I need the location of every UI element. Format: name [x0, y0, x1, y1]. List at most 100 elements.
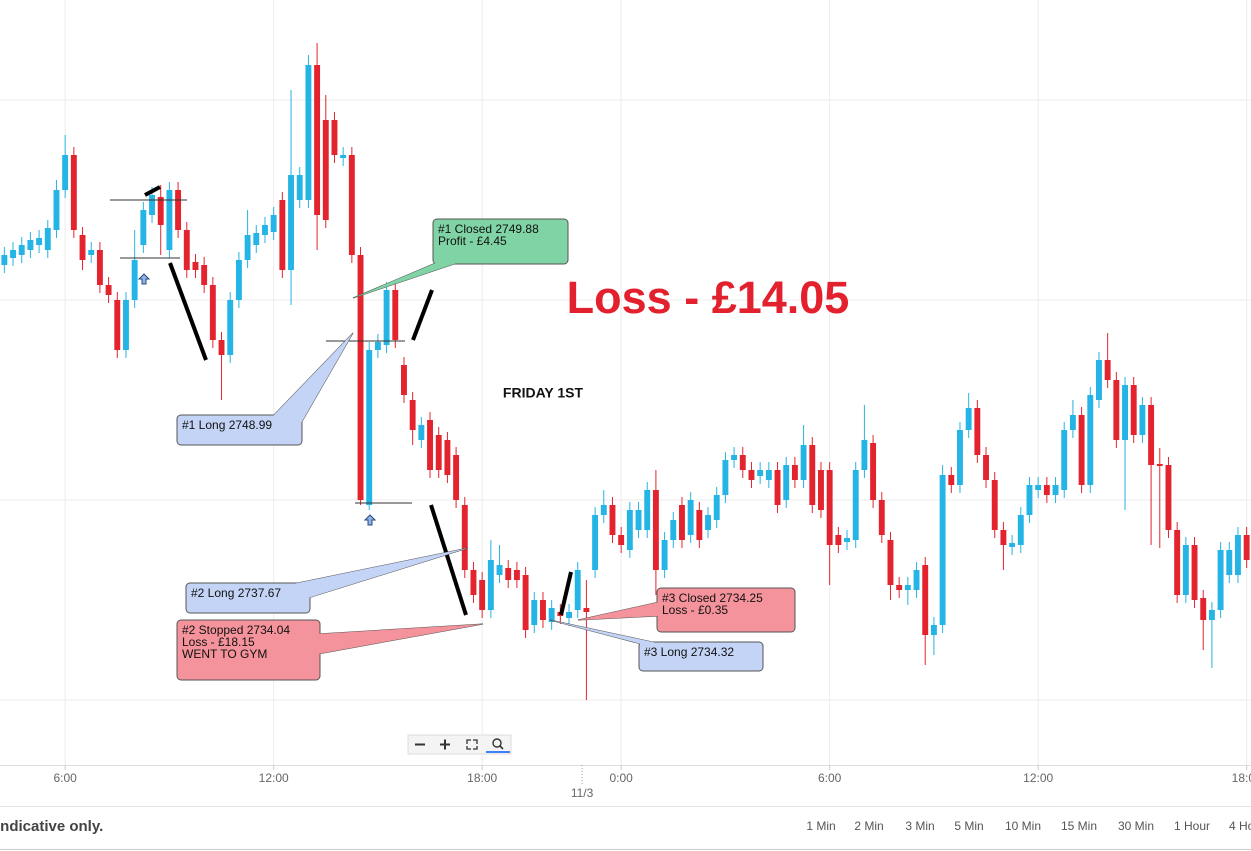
- zoom-in-button[interactable]: [434, 737, 456, 752]
- timeframe-button[interactable]: 10 Min: [1005, 819, 1041, 833]
- button-bg[interactable]: [486, 737, 510, 752]
- candle-body: [540, 600, 546, 620]
- candle-body: [1122, 385, 1128, 440]
- candle-body: [922, 565, 929, 635]
- candle-body: [44, 228, 51, 250]
- timeframe-button[interactable]: 1 Min: [806, 819, 835, 833]
- candle-body: [296, 175, 303, 200]
- candle-body: [783, 465, 790, 500]
- candle-body: [348, 155, 355, 255]
- date-label: 11/3: [571, 786, 594, 800]
- candle-body: [670, 520, 677, 540]
- candle-body: [765, 470, 772, 480]
- timeframe-button[interactable]: 30 Min: [1118, 819, 1154, 833]
- candle-body: [1165, 465, 1172, 530]
- candle-body: [131, 260, 138, 300]
- candle-body: [800, 445, 807, 480]
- candle-body: [748, 470, 755, 480]
- candle-body: [574, 570, 581, 610]
- candle-body: [1130, 385, 1137, 435]
- x-tick-label: 0:00: [609, 771, 633, 785]
- callout-text: #3 Closed 2734.25: [662, 591, 763, 605]
- candle-body: [314, 65, 321, 215]
- candle-body: [939, 475, 946, 625]
- candle-body: [279, 200, 286, 270]
- callout: #3 Long 2734.32: [549, 619, 764, 672]
- candle-body: [1104, 360, 1111, 380]
- candle-body: [201, 265, 208, 285]
- candle-body: [505, 568, 512, 580]
- candle-body: [401, 365, 407, 395]
- candle-body: [183, 230, 190, 270]
- candle-body: [1226, 550, 1233, 575]
- candle-body: [427, 420, 433, 470]
- candle-body: [705, 515, 711, 530]
- timeframe-button[interactable]: 1 Hour: [1174, 819, 1210, 833]
- candle-body: [1191, 545, 1198, 600]
- candle-body: [36, 238, 43, 245]
- candle-body: [870, 443, 877, 500]
- timeframe-button[interactable]: 4 Hour: [1229, 819, 1251, 833]
- callout-text: #1 Long 2748.99: [182, 418, 272, 432]
- candle-body: [227, 300, 234, 355]
- candle-body: [1052, 485, 1059, 495]
- candle-body: [10, 250, 16, 258]
- callout-pointer-fill: [288, 548, 468, 598]
- candle-body: [322, 120, 329, 220]
- zoom-reset-button[interactable]: [486, 737, 510, 753]
- candle-body: [531, 600, 538, 625]
- candle-body: [548, 608, 555, 622]
- candle-body: [687, 500, 694, 535]
- buy-arrow: [137, 273, 151, 285]
- candle-body: [79, 235, 86, 260]
- callout-text: Profit - £4.45: [438, 234, 507, 248]
- candle-body: [1069, 415, 1076, 430]
- candle-body: [496, 565, 503, 575]
- candle-body: [1139, 405, 1146, 435]
- x-axis: 6:00 12:00 18:00 0:00 6:00 12:00 18:00 11/3: [53, 765, 1251, 800]
- candle-body: [461, 505, 468, 570]
- trend-stroke: [411, 289, 434, 341]
- candle-body: [1000, 530, 1007, 545]
- candle-body: [1200, 598, 1207, 620]
- candle-body: [244, 235, 251, 260]
- x-tick-label: 6:00: [818, 771, 842, 785]
- candle-body: [479, 580, 486, 610]
- candle-body: [253, 233, 260, 245]
- callout-text: WENT TO GYM: [182, 647, 267, 661]
- button-bg[interactable]: [460, 737, 482, 752]
- timeframe-button[interactable]: 15 Min: [1061, 819, 1097, 833]
- drawings: [110, 185, 573, 616]
- candle-body: [105, 285, 112, 295]
- grid: [0, 0, 1251, 765]
- candle-body: [1078, 415, 1085, 485]
- candle-body: [974, 408, 981, 455]
- candle-body: [444, 440, 451, 475]
- candle-body: [383, 290, 390, 345]
- fullscreen-button[interactable]: [460, 737, 482, 752]
- candle-body: [739, 455, 746, 470]
- callout: #2 Long 2737.67: [185, 547, 469, 614]
- candle-body: [270, 215, 277, 232]
- candle-body: [965, 408, 972, 430]
- timeframe-button[interactable]: 2 Min: [854, 819, 883, 833]
- candle-body: [904, 585, 911, 590]
- candle-body: [1061, 430, 1068, 490]
- candle-body: [1148, 405, 1155, 465]
- timeframe-button[interactable]: 5 Min: [954, 819, 983, 833]
- candle-body: [635, 510, 642, 530]
- zoom-out-button[interactable]: [410, 737, 432, 752]
- candle-body: [600, 505, 607, 515]
- candle-body: [913, 570, 920, 590]
- candle-body: [374, 342, 381, 350]
- candle-body: [809, 445, 816, 505]
- zoom-bar: [407, 734, 512, 755]
- candle-body: [166, 190, 173, 250]
- callout-box: [185, 582, 311, 614]
- timeframe-button[interactable]: 3 Min: [905, 819, 934, 833]
- candle-body: [409, 400, 416, 430]
